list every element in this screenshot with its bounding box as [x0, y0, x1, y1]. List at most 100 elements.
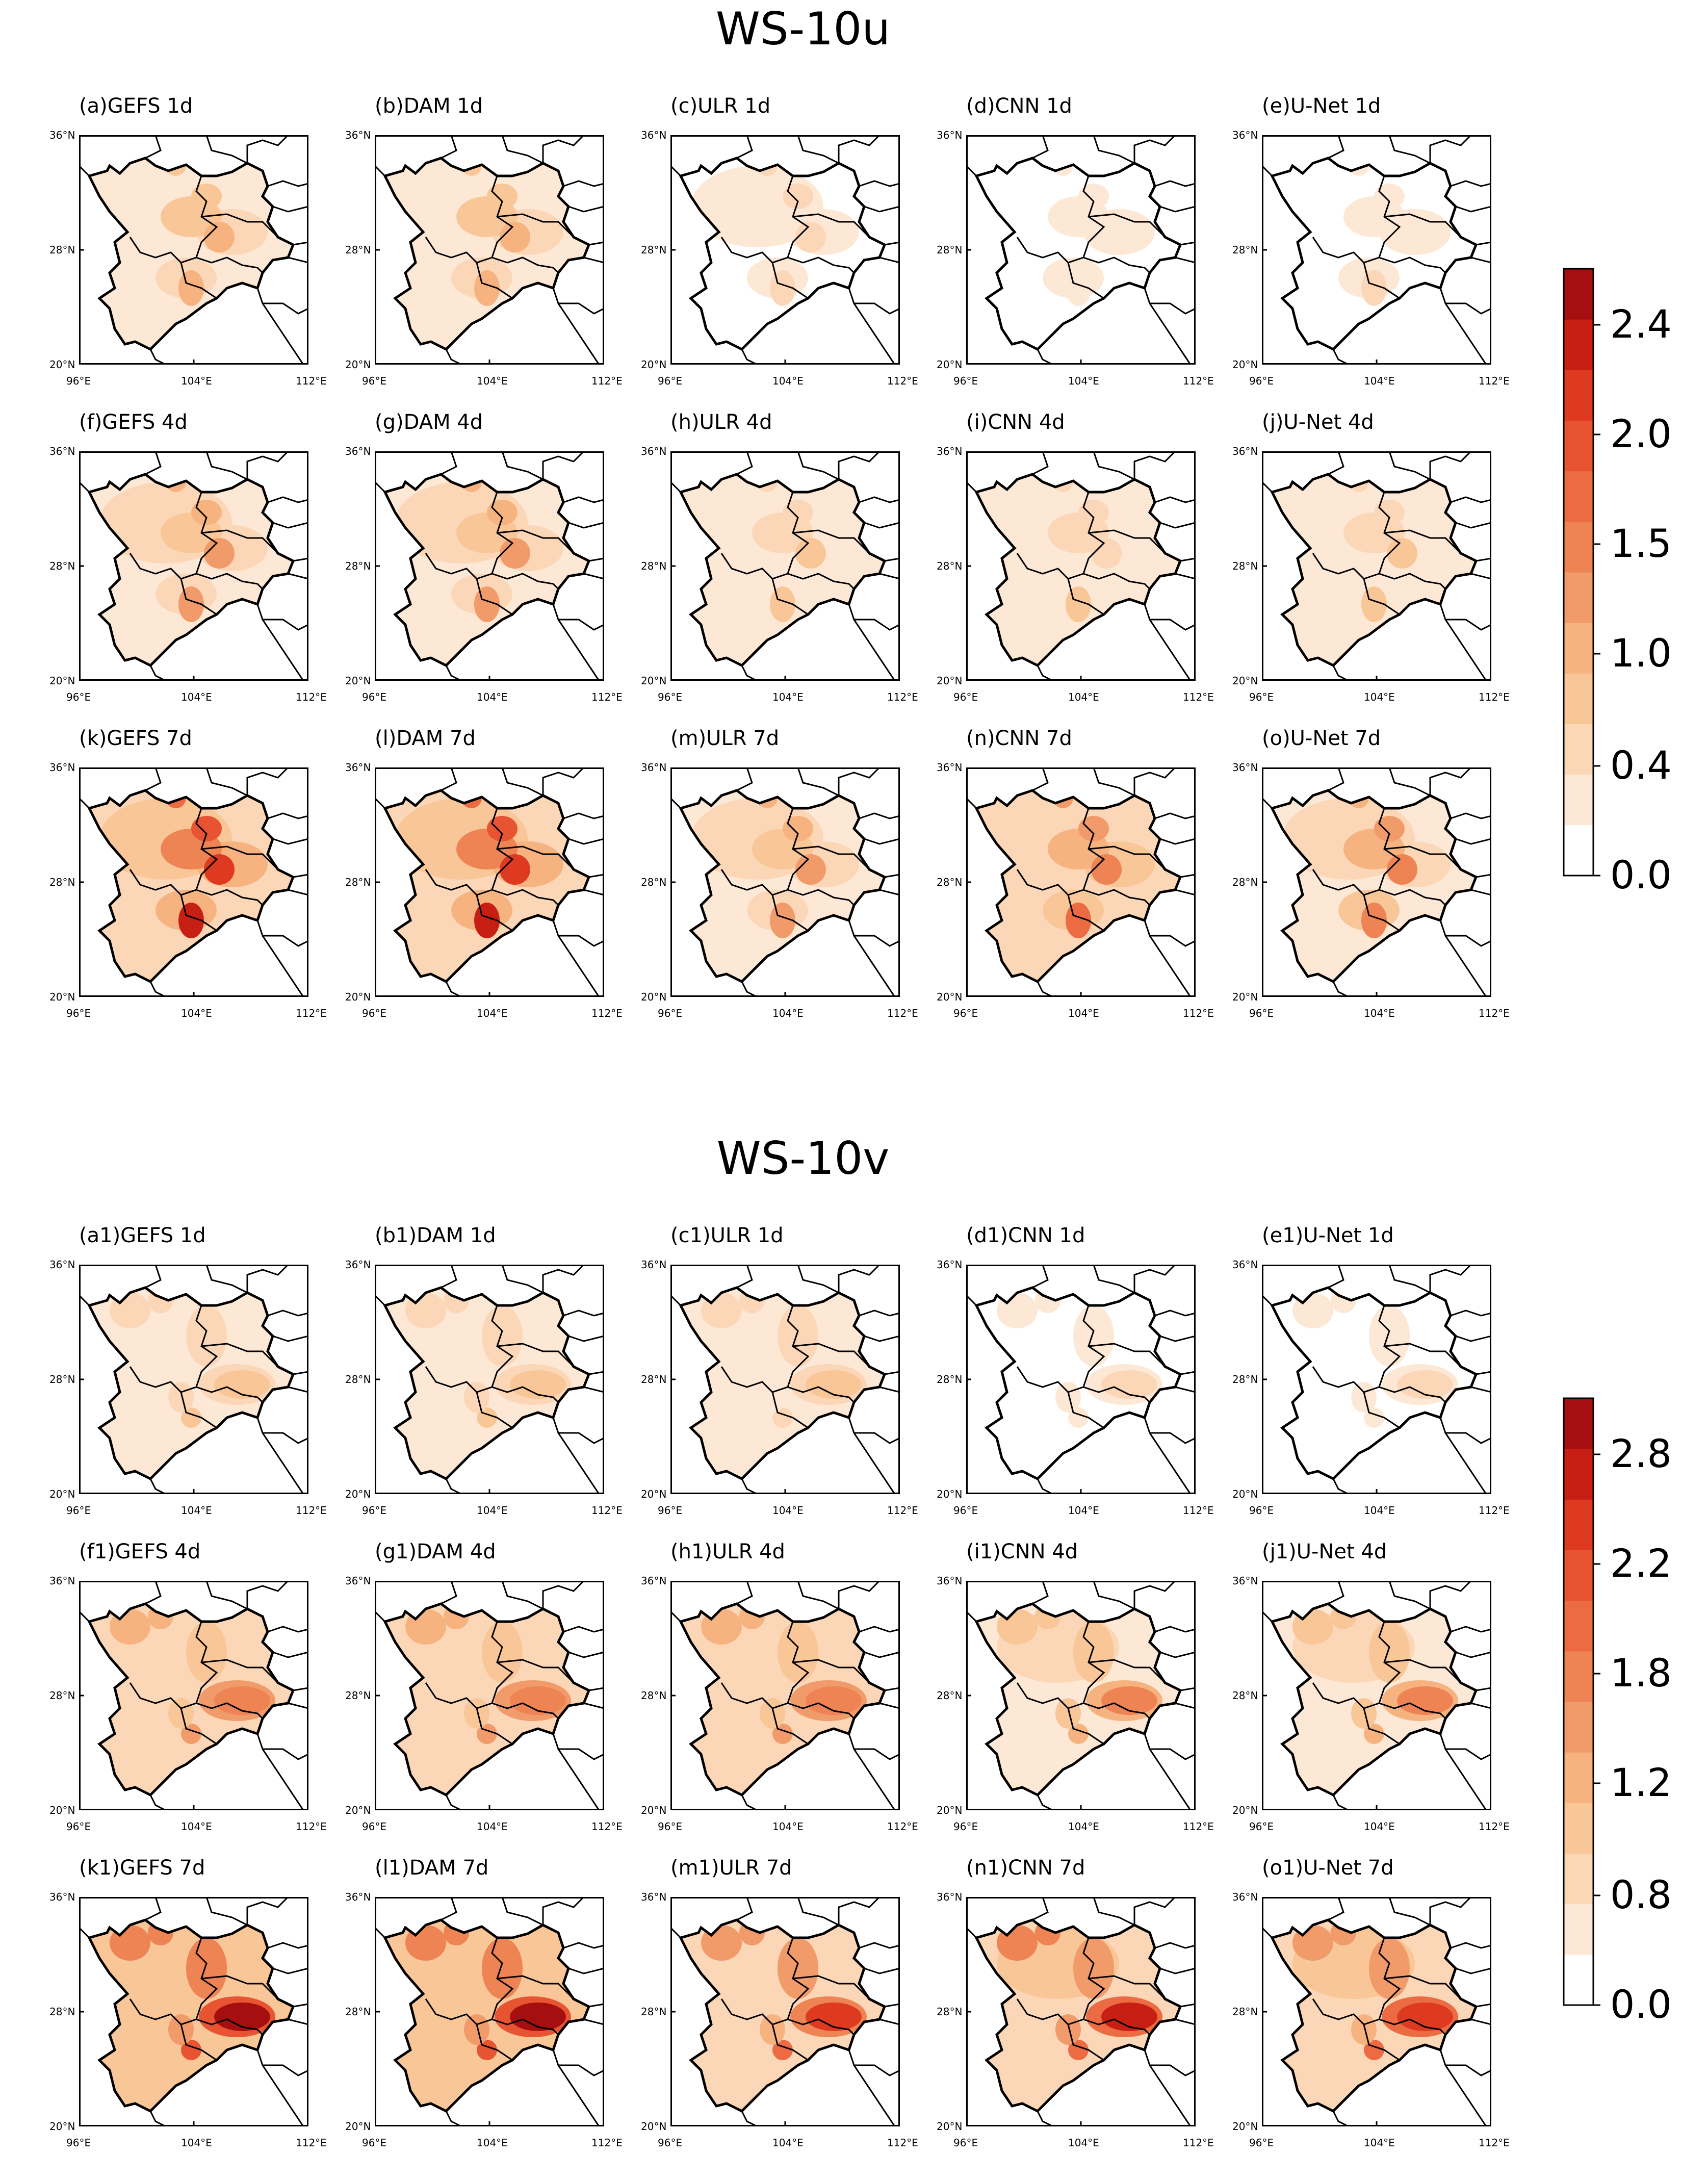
- province-boundary: [491, 1386, 559, 1403]
- province-boundary: [79, 1927, 90, 1939]
- province-boundary: [1476, 2003, 1491, 2008]
- province-boundary: [1455, 1651, 1491, 1658]
- province-boundary: [501, 135, 544, 164]
- map-plot: [966, 767, 1196, 997]
- lon-tick-label: 112°E: [887, 2137, 918, 2149]
- province-boundary: [1388, 1265, 1431, 1294]
- province-boundary: [256, 288, 308, 315]
- province-boundary: [293, 874, 308, 878]
- province-boundary: [1180, 874, 1196, 878]
- province-boundary: [1133, 451, 1176, 479]
- section-title: WS-10u: [715, 3, 891, 55]
- province-boundary: [246, 451, 289, 479]
- colorbar-frame: [1563, 1397, 1594, 2006]
- lat-tick-label: 20°N: [641, 1488, 667, 1500]
- lon-tick-label: 96°E: [953, 691, 978, 703]
- province-boundary: [1067, 2024, 1104, 2061]
- lon-tick-label: 104°E: [1364, 375, 1395, 387]
- province-boundary: [1067, 578, 1104, 615]
- field-contour: [778, 1622, 818, 1683]
- province-boundary: [1093, 1581, 1135, 1610]
- field-contour: [795, 538, 826, 569]
- province-boundary: [568, 1651, 604, 1658]
- province-boundary: [974, 1602, 1182, 1797]
- lon-tick-label: 104°E: [1068, 375, 1099, 387]
- lon-tick-label: 112°E: [296, 1820, 327, 1833]
- province-boundary: [838, 1581, 881, 1609]
- field-contour: [110, 1293, 150, 1328]
- province-boundary: [1180, 1687, 1196, 1691]
- lat-tick-label: 20°N: [937, 991, 963, 1003]
- province-boundary: [1032, 1265, 1049, 1289]
- lat-tick-label: 28°N: [937, 1689, 963, 1702]
- province-boundary: [1439, 288, 1491, 315]
- lon-tick-label: 112°E: [1479, 375, 1510, 387]
- lon-tick-label: 104°E: [181, 1820, 212, 1833]
- province-boundary: [201, 845, 279, 870]
- province-boundary: [1133, 1897, 1176, 1925]
- lon-tick-label: 96°E: [362, 1007, 387, 1019]
- lon-tick-label: 104°E: [772, 2137, 804, 2149]
- lon-tick-label: 112°E: [1183, 691, 1214, 703]
- province-boundary: [884, 1687, 900, 1691]
- province-boundary: [256, 1733, 308, 1760]
- province-boundary: [501, 1265, 544, 1294]
- lon-tick-label: 112°E: [591, 1007, 623, 1019]
- province-boundary: [1032, 767, 1049, 791]
- province-boundary: [838, 451, 881, 479]
- province-boundary: [1270, 157, 1478, 351]
- lat-tick-label: 28°N: [1232, 244, 1258, 256]
- province-boundary: [1088, 1343, 1166, 1368]
- province-boundary: [375, 481, 386, 493]
- province-boundary: [864, 838, 900, 845]
- province-boundary: [180, 262, 217, 299]
- province-boundary: [1083, 889, 1151, 906]
- map-panel: (j1)U-Net 4d 36°N 28°N 20°N 96°E 104°E 112°E: [1232, 1540, 1558, 1836]
- field-contour: [1292, 1293, 1333, 1328]
- lon-tick-label: 112°E: [1183, 1504, 1214, 1517]
- province-boundary: [771, 1708, 809, 1745]
- panel-label: (a1)GEFS 1d: [79, 1224, 206, 1247]
- field-contour: [806, 2003, 862, 2031]
- province-boundary: [542, 135, 585, 163]
- province-boundary: [288, 1386, 308, 1393]
- province-boundary: [272, 1335, 308, 1342]
- field-contour: [806, 1686, 862, 1715]
- province-boundary: [383, 1602, 591, 1797]
- map-panel: (d)CNN 1d 36°N 28°N 20°N 96°E 104°E 112°E: [937, 94, 1262, 390]
- field-contour: [1073, 1938, 1114, 1999]
- province-boundary: [792, 1343, 870, 1368]
- field-layer: [385, 1604, 589, 1795]
- colorbar-segment: [1564, 370, 1593, 421]
- colorbar-tick-label: 0.8: [1610, 1872, 1672, 1917]
- panel-label: (h)ULR 4d: [670, 410, 772, 434]
- province-boundary: [293, 2003, 308, 2008]
- province-boundary: [87, 473, 295, 668]
- province-boundary: [859, 812, 900, 819]
- map-plot: [79, 767, 308, 997]
- lat-tick-label: 20°N: [641, 2120, 667, 2133]
- province-boundary: [787, 889, 855, 906]
- lon-tick-label: 112°E: [1183, 1007, 1214, 1019]
- map-plot: [1262, 451, 1491, 681]
- map-panel: (f1)GEFS 4d 36°N 28°N 20°N 96°E 104°E 112°E: [49, 1540, 375, 1836]
- field-contour: [1351, 2014, 1377, 2045]
- map-plot: [1262, 1581, 1491, 1810]
- map-plot: [670, 1897, 900, 2126]
- field-contour: [1387, 854, 1417, 885]
- lat-tick-label: 28°N: [1232, 1373, 1258, 1385]
- province-boundary: [1270, 1918, 1478, 2113]
- lat-tick-label: 20°N: [1232, 1488, 1258, 1500]
- colorbar-segment: [1564, 572, 1593, 623]
- province-boundary: [787, 1386, 855, 1403]
- province-boundary: [1144, 1733, 1196, 1760]
- province-boundary: [441, 135, 457, 159]
- province-boundary: [149, 2111, 166, 2126]
- region-fill: [976, 1288, 1180, 1479]
- map-panel: (e1)U-Net 1d 36°N 28°N 20°N 96°E 104°E 112°E: [1232, 1224, 1558, 1520]
- province-boundary: [1159, 522, 1196, 529]
- province-boundary: [741, 349, 758, 365]
- panel-label: (o1)U-Net 7d: [1262, 1856, 1394, 1880]
- province-boundary: [1363, 894, 1400, 932]
- province-boundary: [583, 256, 604, 264]
